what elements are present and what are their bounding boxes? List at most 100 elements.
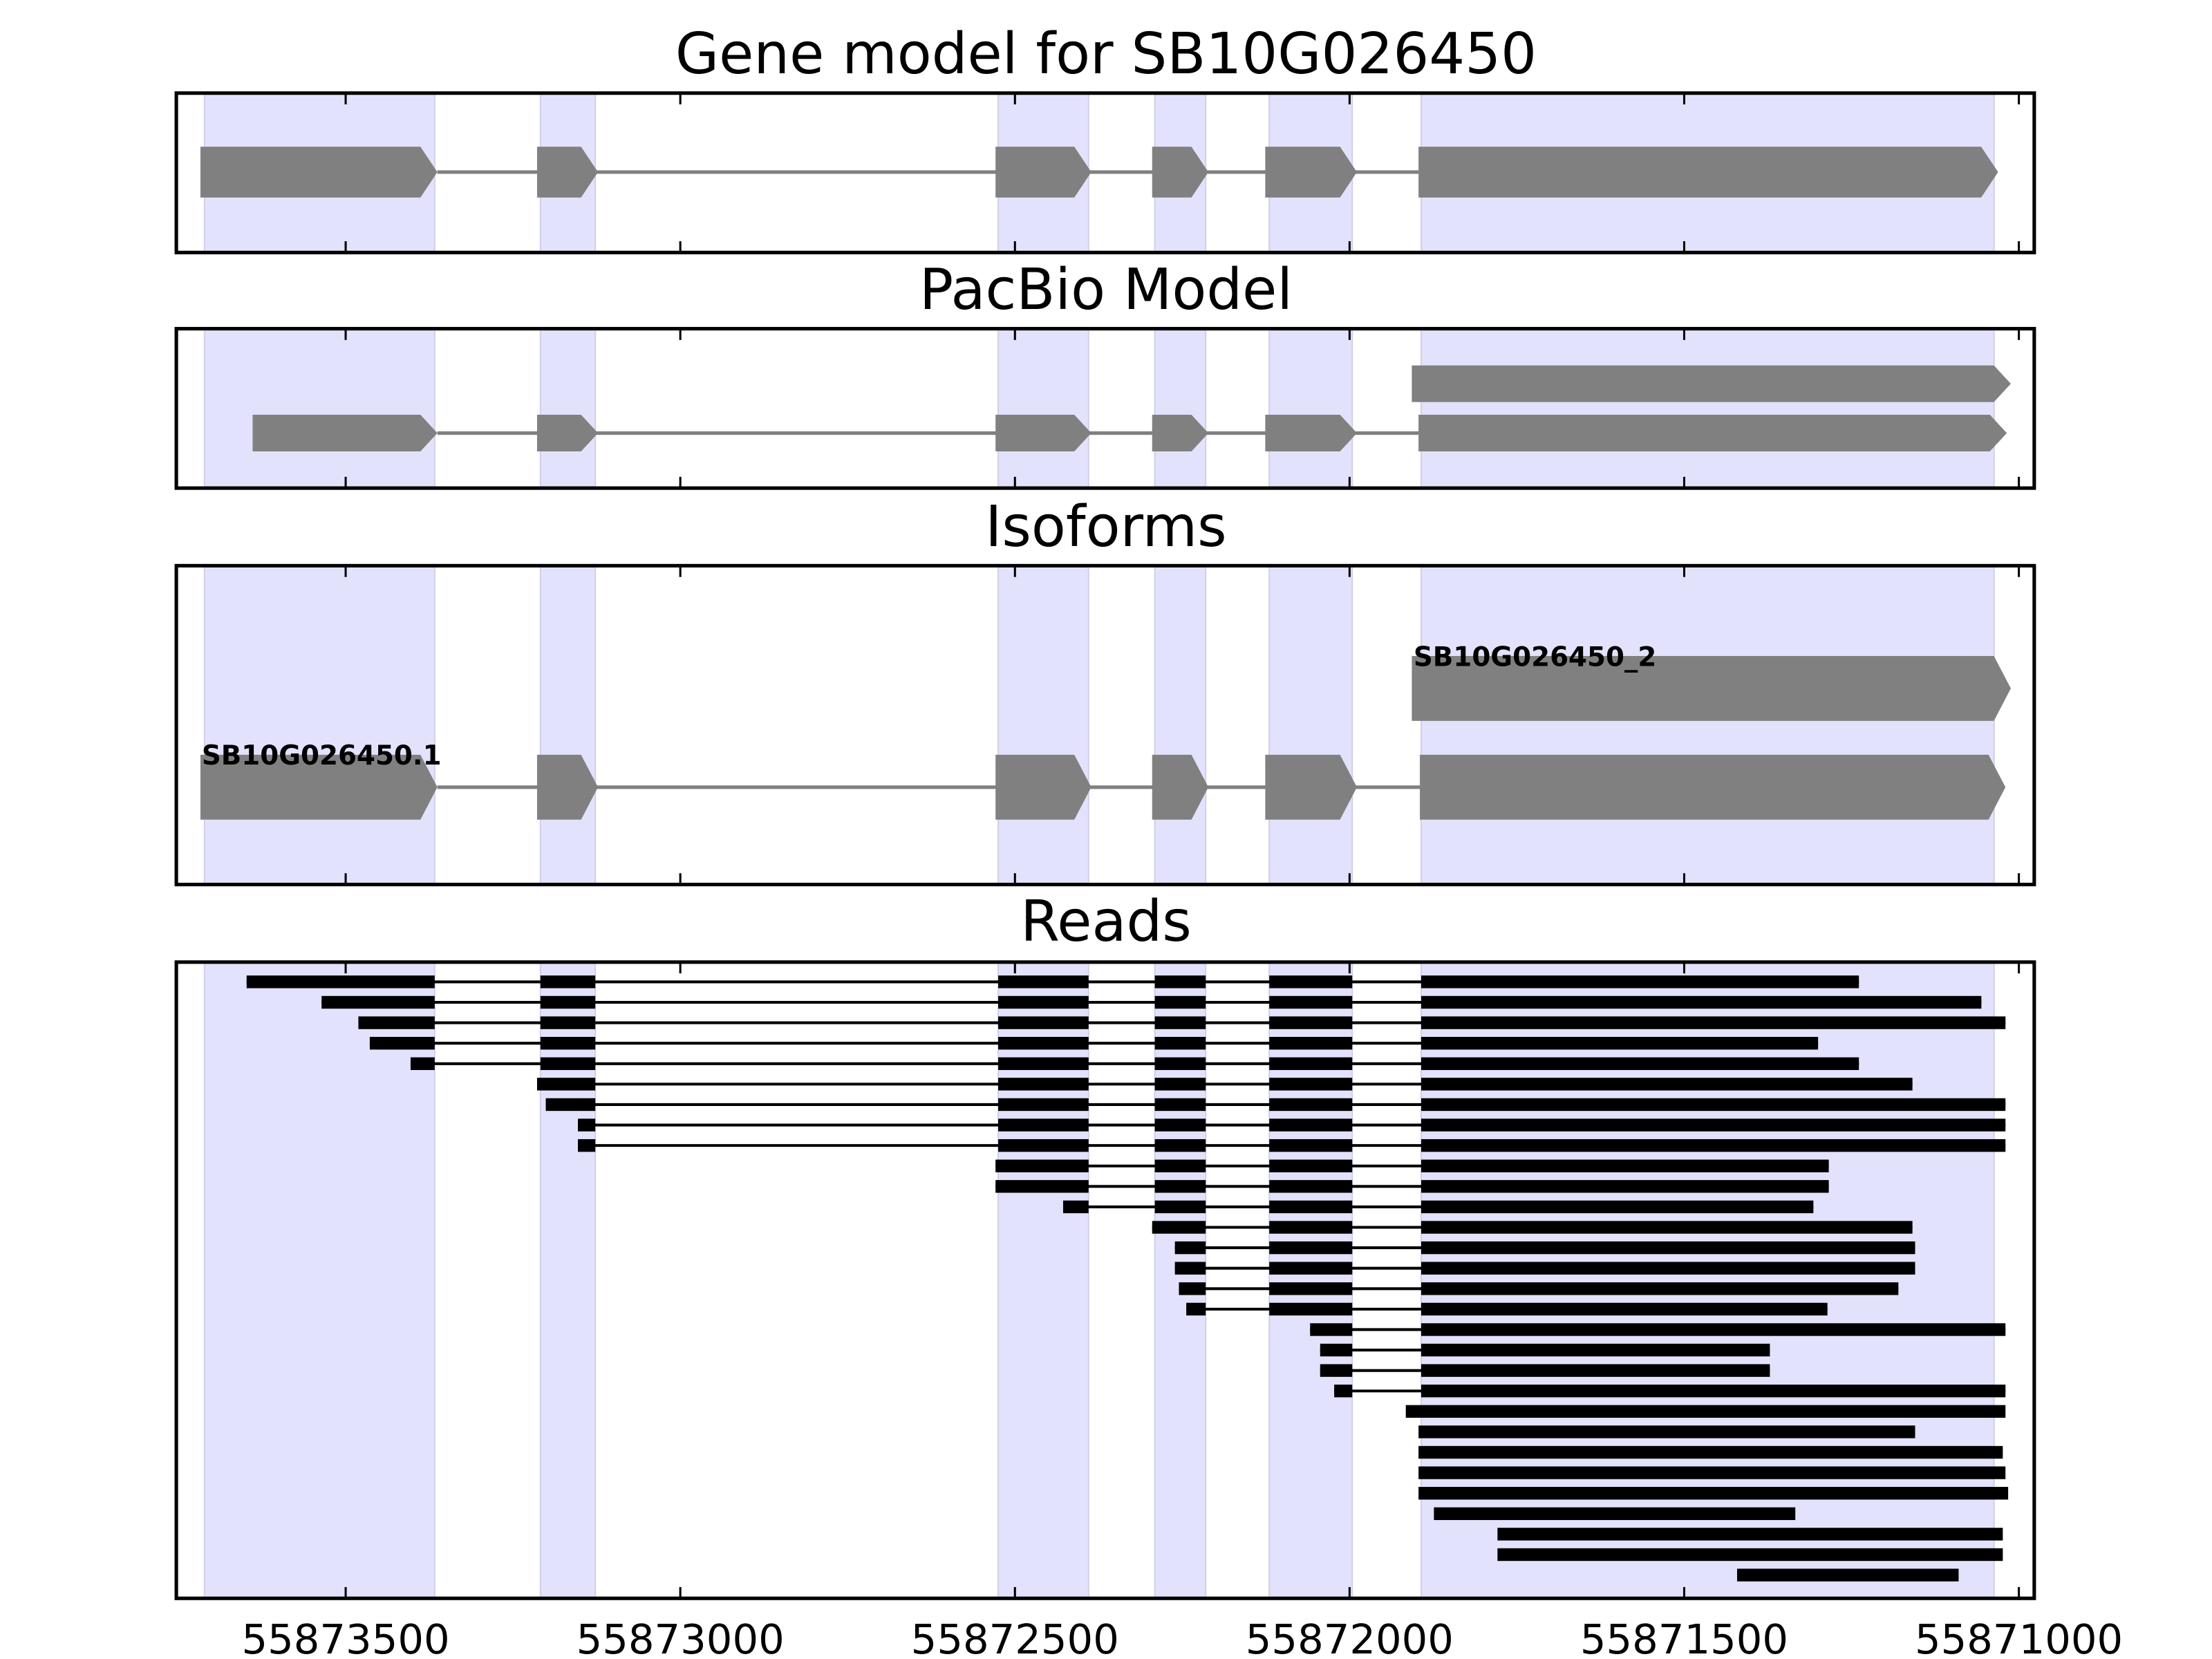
read-block (1152, 1221, 1206, 1234)
read-block (1418, 1445, 2003, 1459)
x-tick-label: 55873500 (241, 1615, 449, 1659)
read-block (1269, 1200, 1353, 1214)
isoform-label-1: SB10G026450.1 (202, 740, 442, 771)
read-block (1421, 1323, 2006, 1336)
gene-model-exon (200, 147, 438, 198)
isoform-label-2: SB10G026450_2 (1414, 641, 1656, 673)
exon-region-shade (1268, 328, 1353, 489)
read-block (1154, 1057, 1206, 1070)
read-block (1421, 1078, 1913, 1091)
read-block (1154, 1078, 1206, 1091)
exon-region-shade (1154, 328, 1207, 489)
read-block (1154, 995, 1206, 1009)
read-block (1418, 1466, 2006, 1479)
isoform-exon (1420, 754, 2006, 820)
read-block (1421, 1302, 1828, 1316)
read-block (1154, 975, 1206, 988)
read-block (1434, 1507, 1796, 1520)
panel-frame (174, 563, 2036, 887)
read-block (1418, 1425, 1915, 1438)
read-block (1497, 1528, 2003, 1541)
pacbio-exon (252, 415, 438, 452)
read-block (1421, 1364, 1770, 1377)
gene-model-exon (1152, 147, 1209, 198)
read-block (1421, 1037, 1819, 1050)
exon-region-shade (1420, 328, 1995, 489)
read-block (1421, 1221, 1913, 1234)
x-tick-label: 55872500 (911, 1615, 1119, 1659)
pacbio-exon (1265, 415, 1358, 452)
read-block (1269, 1159, 1353, 1172)
read-block (1154, 1037, 1206, 1050)
read-block (1320, 1364, 1353, 1377)
read-block (1179, 1282, 1206, 1295)
gene-model-exon (1265, 147, 1358, 198)
read-block (998, 995, 1089, 1009)
isoform-exon (1265, 754, 1358, 820)
read-block (1269, 1098, 1353, 1112)
exon-region-shade (203, 328, 435, 489)
read-block (1421, 995, 1982, 1009)
read-block (540, 1016, 596, 1029)
read-block (1310, 1323, 1353, 1336)
read-block (1421, 1200, 1814, 1214)
read-block (1269, 975, 1353, 988)
read-block (1421, 1343, 1770, 1357)
read-block (1418, 1487, 2009, 1500)
read-block (321, 995, 435, 1009)
read-block (998, 1118, 1089, 1132)
read-block (1269, 1138, 1353, 1152)
read-block (358, 1016, 435, 1029)
read-block (1269, 1262, 1353, 1275)
isoform-exon (1412, 655, 2011, 721)
read-block (1174, 1262, 1206, 1275)
exon-region-shade (539, 328, 597, 489)
read-block (540, 995, 596, 1009)
pacbio-exon (1152, 415, 1209, 452)
panel-title-reads: Reads (1020, 889, 1192, 955)
read-block (998, 1078, 1089, 1091)
read-block (1421, 1016, 2006, 1029)
read-block (540, 1037, 596, 1050)
read-block (1334, 1385, 1353, 1398)
pacbio-exon (536, 415, 599, 452)
x-tick-label: 55873000 (577, 1615, 785, 1659)
read-block (1421, 975, 1859, 988)
read-block (1269, 995, 1353, 1009)
read-block (1269, 1180, 1353, 1193)
read-block (1154, 1098, 1206, 1112)
read-block (578, 1118, 596, 1132)
read-block (1421, 1385, 2006, 1398)
exon-region-shade (1420, 565, 1995, 885)
read-block (540, 975, 596, 988)
read-block (1154, 1200, 1206, 1214)
read-block (369, 1037, 435, 1050)
gene-model-exon (995, 147, 1091, 198)
read-block (1421, 1138, 2006, 1152)
read-block (1269, 1241, 1353, 1255)
read-block (998, 1016, 1089, 1029)
read-block (1269, 1221, 1353, 1234)
panel-title-pacbio-model: PacBio Model (919, 257, 1293, 323)
read-block (1736, 1568, 1959, 1582)
pacbio-exon (995, 415, 1091, 452)
read-block (1269, 1057, 1353, 1070)
read-block (1421, 1262, 1915, 1275)
panel-frame (174, 960, 2036, 1600)
isoform-exon (536, 754, 599, 820)
read-block (998, 1037, 1089, 1050)
marks-layer (200, 147, 2011, 1582)
read-block (1421, 1057, 1859, 1070)
read-block (1269, 1282, 1353, 1295)
exon-region-shade (1268, 565, 1353, 885)
panel-frame (174, 326, 2036, 490)
panel-title-gene-model: Gene model for SB10G026450 (675, 21, 1537, 87)
read-block (1269, 1118, 1353, 1132)
exon-region-shade (203, 565, 435, 885)
read-block (1154, 1138, 1206, 1152)
read-block (410, 1057, 435, 1070)
read-block (998, 1098, 1089, 1112)
read-block (1154, 1159, 1206, 1172)
gene-model-exon (1418, 147, 1998, 198)
